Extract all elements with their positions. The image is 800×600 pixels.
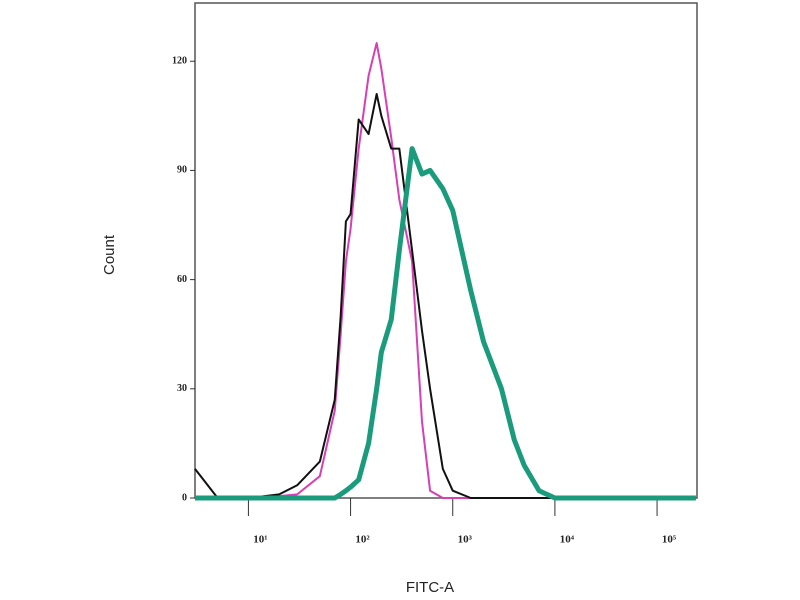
series-line	[195, 146, 696, 501]
x-tick-label: 10²	[355, 534, 370, 546]
plot-frame	[194, 2, 698, 499]
y-tick-label: 90	[177, 165, 187, 176]
x-axis-title: FITC-A	[406, 579, 454, 596]
series-line	[195, 42, 696, 499]
y-tick-label: 120	[172, 56, 187, 67]
series-line	[194, 92, 696, 499]
x-tick-label: 10¹	[253, 534, 267, 546]
x-tick-label: 10³	[458, 534, 473, 546]
y-tick-label: 30	[177, 383, 187, 394]
x-tick-label: 10⁴	[560, 534, 575, 546]
y-axis-title: Count	[101, 234, 118, 275]
y-tick-label: 60	[177, 274, 187, 285]
x-tick-label: 10⁵	[662, 534, 677, 546]
y-tick-label: 0	[182, 492, 187, 503]
